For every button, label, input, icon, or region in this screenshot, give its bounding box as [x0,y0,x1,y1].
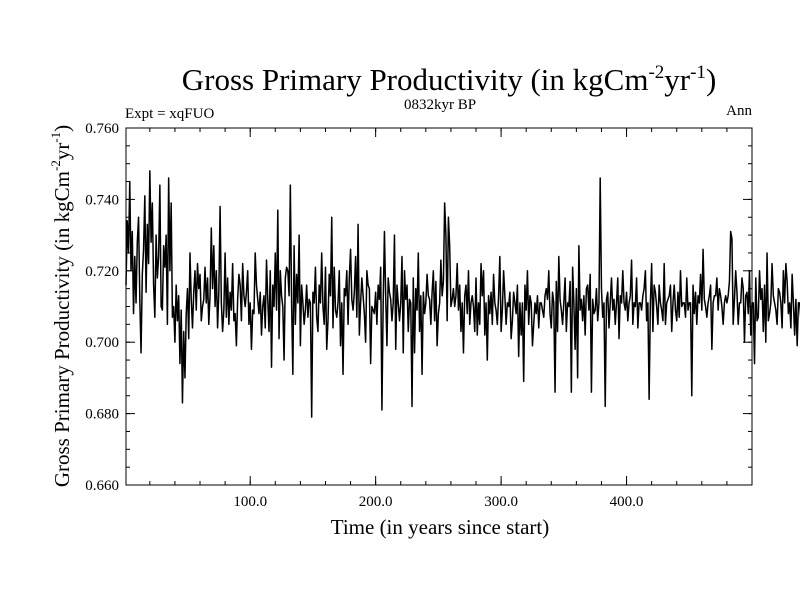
x-tick-label: 300.0 [484,494,518,510]
x-tick-label: 400.0 [610,494,644,510]
chart-title: Gross Primary Productivity (in kgCm-2yr-… [182,62,717,97]
axes: 0.660 0.680 0.700 0.720 0.740 0.760 100.0 200.0… [85,121,753,510]
x-tick-label: 100.0 [233,494,267,510]
series-layer [125,170,800,418]
series-line [125,170,800,418]
y-axis-label: Gross Primary Productivity (in kgCm-2yr-… [48,125,74,487]
y-tick-label: 0.760 [85,121,119,137]
y-tick-label: 0.720 [85,264,119,280]
y-tick-label: 0.700 [85,335,119,351]
period-label: 0832kyr BP [404,97,476,113]
x-tick-label: 200.0 [359,494,393,510]
y-tick-label: 0.660 [85,478,119,494]
y-tick-label: 0.740 [85,192,119,208]
season-label: Ann [726,103,752,119]
experiment-label: Expt = xqFUO [125,106,214,122]
x-axis-label: Time (in years since start) [331,515,550,539]
y-tick-label: 0.680 [85,407,119,423]
